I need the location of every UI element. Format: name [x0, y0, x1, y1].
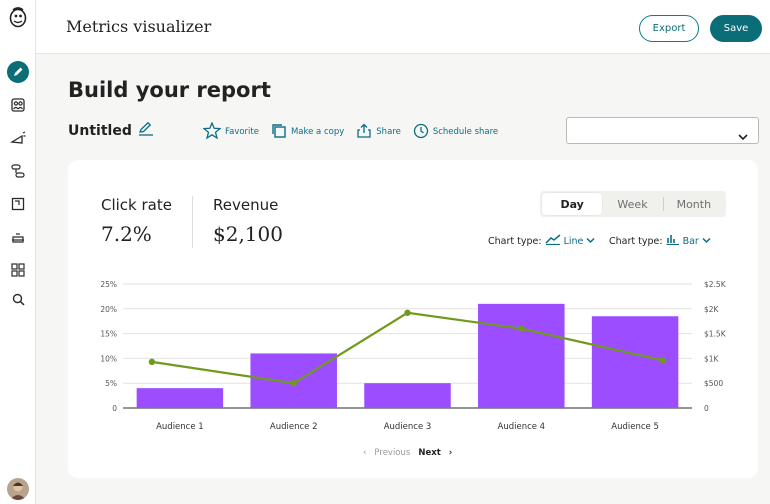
metric-divider	[192, 196, 193, 248]
report-name: Untitled	[68, 121, 154, 140]
mailchimp-logo-icon[interactable]	[7, 6, 29, 28]
y-left-tick-label: 5%	[105, 379, 117, 388]
tab-month[interactable]: Month	[676, 197, 712, 211]
app-title: Metrics visualizer	[66, 17, 212, 36]
y-left-tick-label: 25%	[100, 280, 117, 289]
tab-separator	[662, 197, 664, 211]
chart-type-line-select[interactable]: Chart type: Line	[488, 234, 595, 248]
period-tabs: Day Week Month	[540, 191, 726, 217]
y-right-tick-label: $1K	[704, 354, 720, 363]
tab-week[interactable]: Week	[617, 197, 648, 211]
y-right-tick-label: $2.5K	[704, 280, 727, 289]
metric-label-revenue: Revenue	[213, 196, 279, 214]
line-point	[659, 357, 667, 364]
avatar[interactable]	[7, 478, 29, 500]
schedule-share-button[interactable]: Schedule share	[413, 123, 498, 142]
y-left-tick-label: 15%	[100, 330, 117, 339]
y-right-tick-label: $500	[704, 379, 723, 388]
clock-icon	[413, 123, 429, 142]
favorite-button[interactable]: Favorite	[202, 121, 259, 142]
chevron-right-icon[interactable]: ›	[448, 448, 453, 458]
copy-icon	[271, 123, 287, 142]
topbar: Metrics visualizer Export Save	[36, 0, 770, 54]
pencil-icon[interactable]	[7, 61, 29, 83]
chart-type-line-label: Chart type:	[488, 235, 542, 247]
bar	[136, 388, 224, 408]
bar	[478, 303, 565, 408]
metric-label-click-rate: Click rate	[101, 196, 172, 214]
x-tick-label: Audience 2	[270, 422, 318, 432]
save-button[interactable]: Save	[710, 15, 762, 42]
bar	[364, 383, 451, 408]
chart-type-line-value: Line	[563, 235, 584, 247]
report-actions: Favorite Make a copy Share Schedule shar…	[202, 121, 498, 142]
y-right-tick-label: $2K	[704, 305, 720, 314]
share-icon	[356, 123, 372, 142]
pager: ‹ Previous Next ›	[363, 448, 452, 458]
integrations-icon[interactable]	[7, 259, 29, 281]
report-name-label: Untitled	[68, 123, 132, 139]
line-point	[148, 358, 156, 366]
metrics-chart: 0 0 5% $500 10% $1K 15% $1.5K 20% $2K 25% $2.5K Audi…	[100, 280, 727, 432]
export-button[interactable]: Export	[639, 15, 699, 42]
campaign-icon[interactable]	[7, 127, 29, 149]
edit-name-icon[interactable]	[138, 121, 154, 140]
star-icon	[202, 121, 222, 142]
content-icon[interactable]	[7, 193, 29, 215]
metric-value-click-rate: 7.2%	[101, 222, 152, 246]
audience-icon[interactable]	[7, 94, 29, 116]
chart-type-bar-value: Bar	[682, 235, 699, 247]
search-icon[interactable]	[7, 288, 29, 310]
bar-chart-icon	[666, 234, 680, 248]
line-point	[290, 380, 297, 387]
chevron-left-icon: ‹	[363, 448, 367, 458]
line-chart-icon	[545, 234, 561, 248]
analytics-icon[interactable]	[7, 226, 29, 248]
x-tick-label: Audience 4	[498, 422, 546, 432]
line-series	[151, 311, 664, 385]
x-tick-label: Audience 5	[611, 422, 659, 432]
x-tick-label: Audience 3	[384, 422, 432, 432]
y-right-tick-label: $1.5K	[704, 330, 727, 339]
y-left-tick-label: 0	[112, 404, 117, 413]
previous-button[interactable]: Previous	[374, 448, 411, 458]
chevron-down-icon	[702, 236, 711, 247]
x-tick-label: Audience 1	[156, 422, 204, 432]
sidebar	[0, 0, 36, 504]
make-copy-button[interactable]: Make a copy	[271, 123, 344, 142]
y-left-tick-label: 20%	[100, 305, 117, 314]
page-title: Build your report	[68, 78, 271, 102]
tab-day[interactable]: Day	[542, 193, 603, 215]
share-button[interactable]: Share	[356, 123, 401, 142]
report-card: Click rate 7.2% Revenue $2,100 Day Week …	[68, 160, 758, 478]
automation-icon[interactable]	[7, 160, 29, 182]
report-select[interactable]	[566, 117, 759, 144]
next-button[interactable]: Next	[418, 448, 441, 458]
chart-type-bar-label: Chart type:	[609, 235, 663, 247]
y-left-tick-label: 10%	[100, 354, 117, 363]
y-right-tick-label: 0	[704, 404, 709, 413]
metric-value-revenue: $2,100	[213, 222, 283, 246]
chevron-down-icon	[586, 236, 595, 247]
chevron-down-icon	[738, 126, 748, 145]
chart-type-bar-select[interactable]: Chart type: Bar	[609, 234, 711, 248]
line-point	[404, 309, 411, 316]
line-point	[518, 325, 525, 332]
